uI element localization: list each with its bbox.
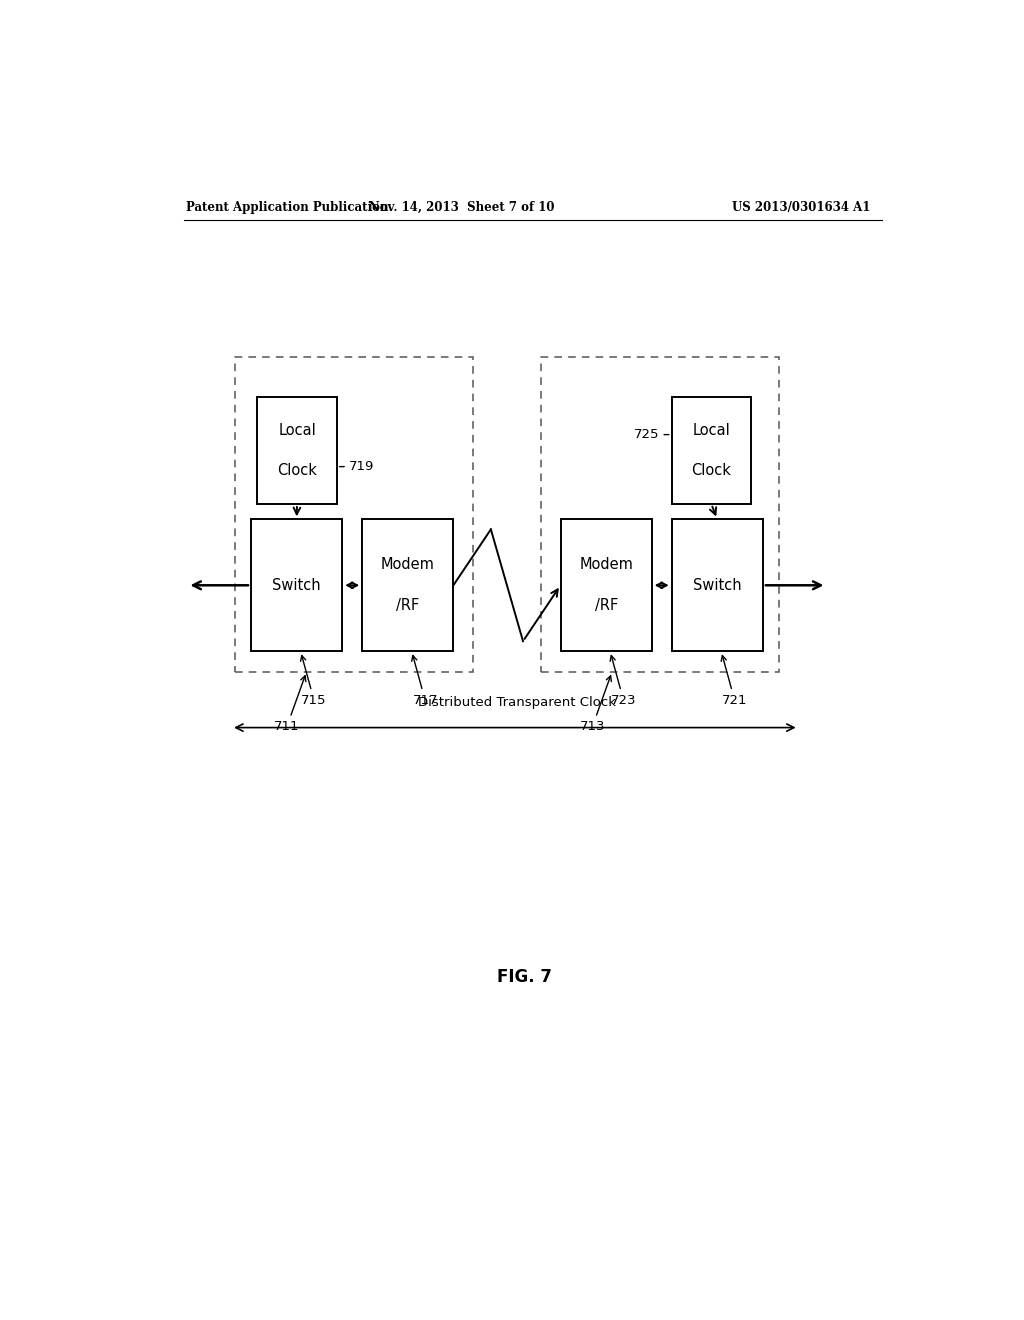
Text: Switch: Switch xyxy=(272,578,321,593)
Text: Local: Local xyxy=(692,422,730,438)
Text: Modem: Modem xyxy=(381,557,434,573)
Text: Switch: Switch xyxy=(693,578,741,593)
Text: 725: 725 xyxy=(634,428,659,441)
Text: Modem: Modem xyxy=(580,557,633,573)
Text: 721: 721 xyxy=(721,656,748,708)
Text: 713: 713 xyxy=(580,676,611,734)
Text: /RF: /RF xyxy=(595,598,617,612)
Text: Local: Local xyxy=(279,422,316,438)
Bar xyxy=(560,519,652,651)
Bar xyxy=(257,397,337,504)
Bar xyxy=(251,519,342,651)
Bar xyxy=(541,356,779,672)
Text: Patent Application Publication: Patent Application Publication xyxy=(186,201,388,214)
Text: Clock: Clock xyxy=(691,463,731,478)
Text: 723: 723 xyxy=(610,656,636,708)
Text: Clock: Clock xyxy=(278,463,317,478)
Bar xyxy=(362,519,454,651)
Bar xyxy=(672,519,763,651)
Bar xyxy=(672,397,751,504)
Text: Nov. 14, 2013  Sheet 7 of 10: Nov. 14, 2013 Sheet 7 of 10 xyxy=(369,201,554,214)
Text: 711: 711 xyxy=(274,676,306,734)
Bar xyxy=(236,356,473,672)
Text: 719: 719 xyxy=(348,461,374,473)
Text: 715: 715 xyxy=(301,656,327,708)
Text: FIG. 7: FIG. 7 xyxy=(498,968,552,986)
Text: Distributed Transparent Clock: Distributed Transparent Clock xyxy=(418,696,615,709)
Text: US 2013/0301634 A1: US 2013/0301634 A1 xyxy=(731,201,870,214)
Text: 717: 717 xyxy=(412,656,438,708)
Text: /RF: /RF xyxy=(396,598,420,612)
